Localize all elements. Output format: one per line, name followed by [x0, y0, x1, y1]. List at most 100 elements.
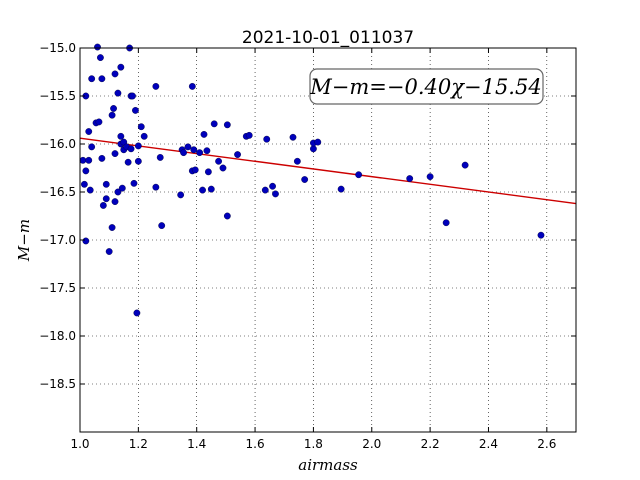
data-point: [117, 63, 125, 71]
data-point: [204, 168, 212, 176]
axis-ticks: [79, 47, 576, 432]
data-point: [203, 147, 211, 155]
data-point: [269, 182, 276, 190]
data-point: [301, 176, 309, 183]
data-point: [245, 131, 253, 139]
data-point: [199, 186, 206, 194]
data-point: [79, 156, 87, 164]
data-point: [442, 219, 450, 227]
data-point: [108, 224, 116, 231]
data-point: [293, 157, 301, 165]
x-tick-label: 1.0: [70, 437, 89, 451]
data-point: [105, 248, 113, 255]
x-tick-label: 1.8: [304, 437, 323, 451]
y-tick-label: −15.0: [39, 41, 76, 55]
data-point: [426, 173, 434, 181]
data-point: [102, 180, 110, 188]
y-tick-label: −17.0: [39, 233, 76, 247]
data-point: [134, 157, 142, 165]
data-point: [85, 128, 93, 135]
data-point: [88, 143, 96, 151]
data-point: [82, 167, 90, 175]
data-point: [127, 145, 135, 153]
data-point: [102, 195, 110, 203]
data-point: [180, 149, 187, 157]
data-point: [80, 180, 88, 188]
x-tick-label: 2.0: [362, 437, 381, 451]
data-point: [310, 145, 317, 153]
x-tick-label: 1.2: [129, 437, 148, 451]
data-point: [98, 75, 106, 83]
fit-equation: M−m=−0.40χ−15.54: [309, 75, 541, 99]
y-tick-label: −15.5: [39, 89, 76, 103]
fit-equation-box: M−m=−0.40χ−15.54: [309, 68, 544, 105]
data-point: [406, 175, 414, 182]
data-point: [117, 132, 125, 140]
y-tick-label: −18.5: [39, 377, 76, 391]
data-point: [129, 92, 136, 100]
data-point: [118, 184, 126, 192]
y-tick-label: −18.0: [39, 329, 76, 343]
data-point: [314, 138, 322, 146]
data-point: [152, 83, 160, 90]
data-point: [86, 186, 94, 194]
data-point: [223, 121, 231, 129]
y-axis-label: M−m: [15, 219, 33, 262]
data-point: [158, 222, 166, 230]
x-tick-label: 2.6: [537, 437, 556, 451]
data-point: [200, 130, 208, 138]
data-point: [355, 171, 363, 179]
data-point: [97, 54, 104, 61]
data-point: [98, 154, 106, 162]
data-point: [88, 75, 96, 83]
data-point: [461, 161, 469, 169]
data-point: [263, 135, 271, 143]
y-tick-labels: −15.0 −15.5 −16.0 −16.5 −17.0 −17.5 −18.0 −18.5: [39, 41, 76, 391]
data-point: [289, 133, 297, 141]
data-point: [95, 118, 103, 126]
data-point: [261, 186, 269, 194]
y-tick-label: −17.5: [39, 281, 76, 295]
data-point: [196, 149, 204, 157]
data-point: [337, 185, 345, 193]
data-point: [108, 111, 116, 119]
data-point: [272, 190, 279, 198]
fit-line-group: [79, 137, 577, 205]
data-point: [188, 83, 196, 90]
data-points: [79, 43, 545, 317]
data-point: [85, 156, 93, 164]
x-tick-label: 2.4: [479, 437, 498, 451]
data-point: [207, 185, 215, 193]
data-point: [223, 212, 231, 220]
data-point: [177, 191, 185, 199]
data-point: [191, 166, 199, 174]
data-point: [215, 157, 222, 165]
data-point: [111, 70, 119, 78]
x-axis-label: airmass: [298, 456, 358, 474]
chart-title: 2021-10-01_011037: [242, 28, 414, 48]
data-point: [210, 120, 218, 128]
data-point: [114, 188, 122, 196]
data-point: [133, 309, 141, 317]
data-point: [184, 143, 192, 151]
data-point: [114, 89, 122, 97]
data-point: [537, 231, 545, 239]
data-point: [110, 105, 117, 112]
data-point: [219, 164, 227, 172]
x-tick-label: 1.4: [187, 437, 206, 451]
data-point: [137, 123, 145, 131]
data-point: [111, 198, 119, 206]
y-tick-label: −16.0: [39, 137, 76, 151]
data-point: [111, 150, 119, 158]
data-point: [156, 154, 164, 161]
data-point: [94, 43, 101, 51]
annotation-frame: [309, 68, 544, 105]
x-tick-label: 1.6: [246, 437, 265, 451]
x-tick-label: 2.2: [421, 437, 440, 451]
data-point: [130, 179, 138, 187]
y-tick-label: −16.5: [39, 185, 76, 199]
data-point: [190, 146, 198, 154]
x-tick-labels: 1.0 1.2 1.4 1.6 1.8 2.0 2.2 2.4 2.6: [70, 437, 556, 451]
data-point: [134, 142, 142, 150]
